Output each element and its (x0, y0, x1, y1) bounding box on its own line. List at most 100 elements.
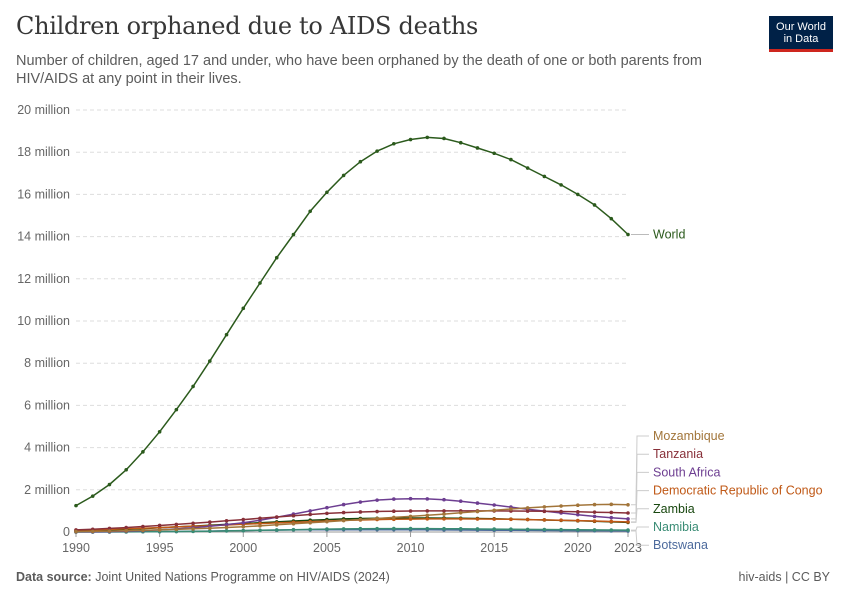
owid-logo[interactable]: Our World in Data (769, 16, 833, 52)
data-point-tanzania (241, 517, 246, 522)
data-point-mozambique (141, 528, 145, 533)
data-point-namibia (325, 527, 329, 531)
data-point-south-africa (241, 520, 246, 525)
data-point-mozambique (458, 510, 463, 515)
data-point-south-africa (475, 501, 480, 505)
data-point-world (90, 494, 95, 498)
y-tick-label: 14 million (17, 230, 70, 244)
data-point-mozambique (542, 505, 547, 509)
series-line-namibia (75, 527, 629, 533)
data-point-tanzania (124, 525, 128, 530)
y-tick-label: 18 million (17, 145, 70, 159)
data-point-namibia (241, 528, 246, 533)
data-point-tanzania (425, 509, 430, 513)
data-point-world (408, 137, 413, 142)
data-point-mozambique (475, 509, 480, 514)
data-point-namibia (208, 529, 212, 533)
end-label-democratic-republic-of-congo: Democratic Republic of Congo (653, 484, 823, 498)
data-point-south-africa (358, 500, 363, 504)
data-point-world (141, 450, 145, 454)
x-tick-label: 1995 (146, 541, 174, 555)
x-tick-label: 2023 (614, 541, 642, 555)
data-source-text[interactable]: Joint United Nations Programme on HIV/AI… (95, 570, 390, 584)
series-line-tanzania (75, 510, 629, 531)
data-point-mozambique (291, 521, 296, 526)
y-tick-label: 6 million (24, 398, 70, 412)
end-label-zambia: Zambia (653, 502, 695, 516)
data-point-south-africa (592, 514, 597, 519)
data-point-mozambique (375, 516, 379, 521)
data-point-namibia (425, 526, 430, 531)
logo-line-2: in Data (783, 33, 819, 45)
data-point-world (559, 183, 563, 187)
data-point-world (157, 429, 162, 434)
data-point-world (274, 255, 279, 260)
data-point-mozambique (341, 518, 346, 523)
end-label-namibia: Namibia (653, 520, 699, 534)
data-point-world (475, 146, 480, 150)
data-point-mozambique (258, 524, 262, 528)
y-tick-label: 4 million (24, 441, 70, 455)
data-point-democratic-republic-of-congo (408, 517, 413, 521)
data-point-namibia (475, 527, 480, 531)
data-point-tanzania (626, 511, 630, 515)
data-point-namibia (358, 526, 363, 531)
x-tick-label: 2005 (313, 541, 341, 555)
data-point-namibia (341, 527, 346, 531)
data-point-tanzania (325, 511, 329, 516)
data-point-tanzania (358, 510, 363, 514)
data-point-mozambique (392, 515, 396, 520)
data-point-world (241, 306, 246, 311)
y-tick-label: 2 million (24, 483, 70, 497)
data-point-namibia (576, 527, 580, 532)
data-point-mozambique (157, 528, 162, 532)
data-point-world (74, 503, 78, 508)
data-point-world (191, 384, 195, 389)
data-point-tanzania (408, 509, 413, 513)
data-point-south-africa (408, 496, 413, 501)
y-tick-label: 8 million (24, 356, 70, 370)
data-point-namibia (274, 528, 279, 532)
data-point-namibia (375, 526, 379, 531)
data-point-world (576, 192, 580, 197)
data-point-mozambique (124, 528, 128, 533)
data-point-mozambique (592, 502, 597, 507)
data-point-mozambique (74, 529, 78, 534)
data-point-mozambique (609, 502, 614, 507)
end-label-tanzania: Tanzania (653, 447, 703, 461)
data-point-mozambique (325, 519, 329, 524)
connector-namibia (631, 526, 649, 531)
data-point-tanzania (291, 513, 296, 518)
data-point-democratic-republic-of-congo (525, 517, 530, 522)
data-point-democratic-republic-of-congo (425, 517, 430, 521)
data-point-mozambique (408, 514, 413, 519)
data-point-mozambique (208, 526, 212, 531)
data-point-namibia (442, 526, 446, 531)
data-point-mozambique (191, 527, 195, 531)
connector-tanzania (631, 453, 649, 514)
data-point-mozambique (274, 523, 279, 527)
data-point-world (375, 149, 379, 153)
data-point-tanzania (308, 512, 312, 517)
x-tick-label: 2015 (480, 541, 508, 555)
connector-botswana (631, 530, 649, 546)
x-tick-label: 1990 (62, 541, 90, 555)
data-point-namibia (492, 527, 496, 531)
data-point-tanzania (341, 510, 346, 515)
x-tick-label: 2010 (397, 541, 425, 555)
data-point-namibia (592, 528, 597, 532)
data-point-south-africa (224, 522, 229, 527)
data-point-world (308, 209, 312, 214)
license-text[interactable]: hiv-aids | CC BY (738, 570, 830, 584)
data-point-namibia (509, 527, 513, 532)
data-point-tanzania (559, 509, 563, 514)
data-point-world (542, 174, 547, 179)
data-point-world (492, 151, 496, 156)
data-point-mozambique (442, 512, 446, 516)
data-point-world (107, 482, 112, 487)
y-tick-label: 12 million (17, 272, 70, 286)
data-point-world (626, 232, 630, 237)
data-point-world (174, 407, 179, 412)
data-point-namibia (408, 526, 413, 531)
data-point-namibia (542, 527, 547, 532)
